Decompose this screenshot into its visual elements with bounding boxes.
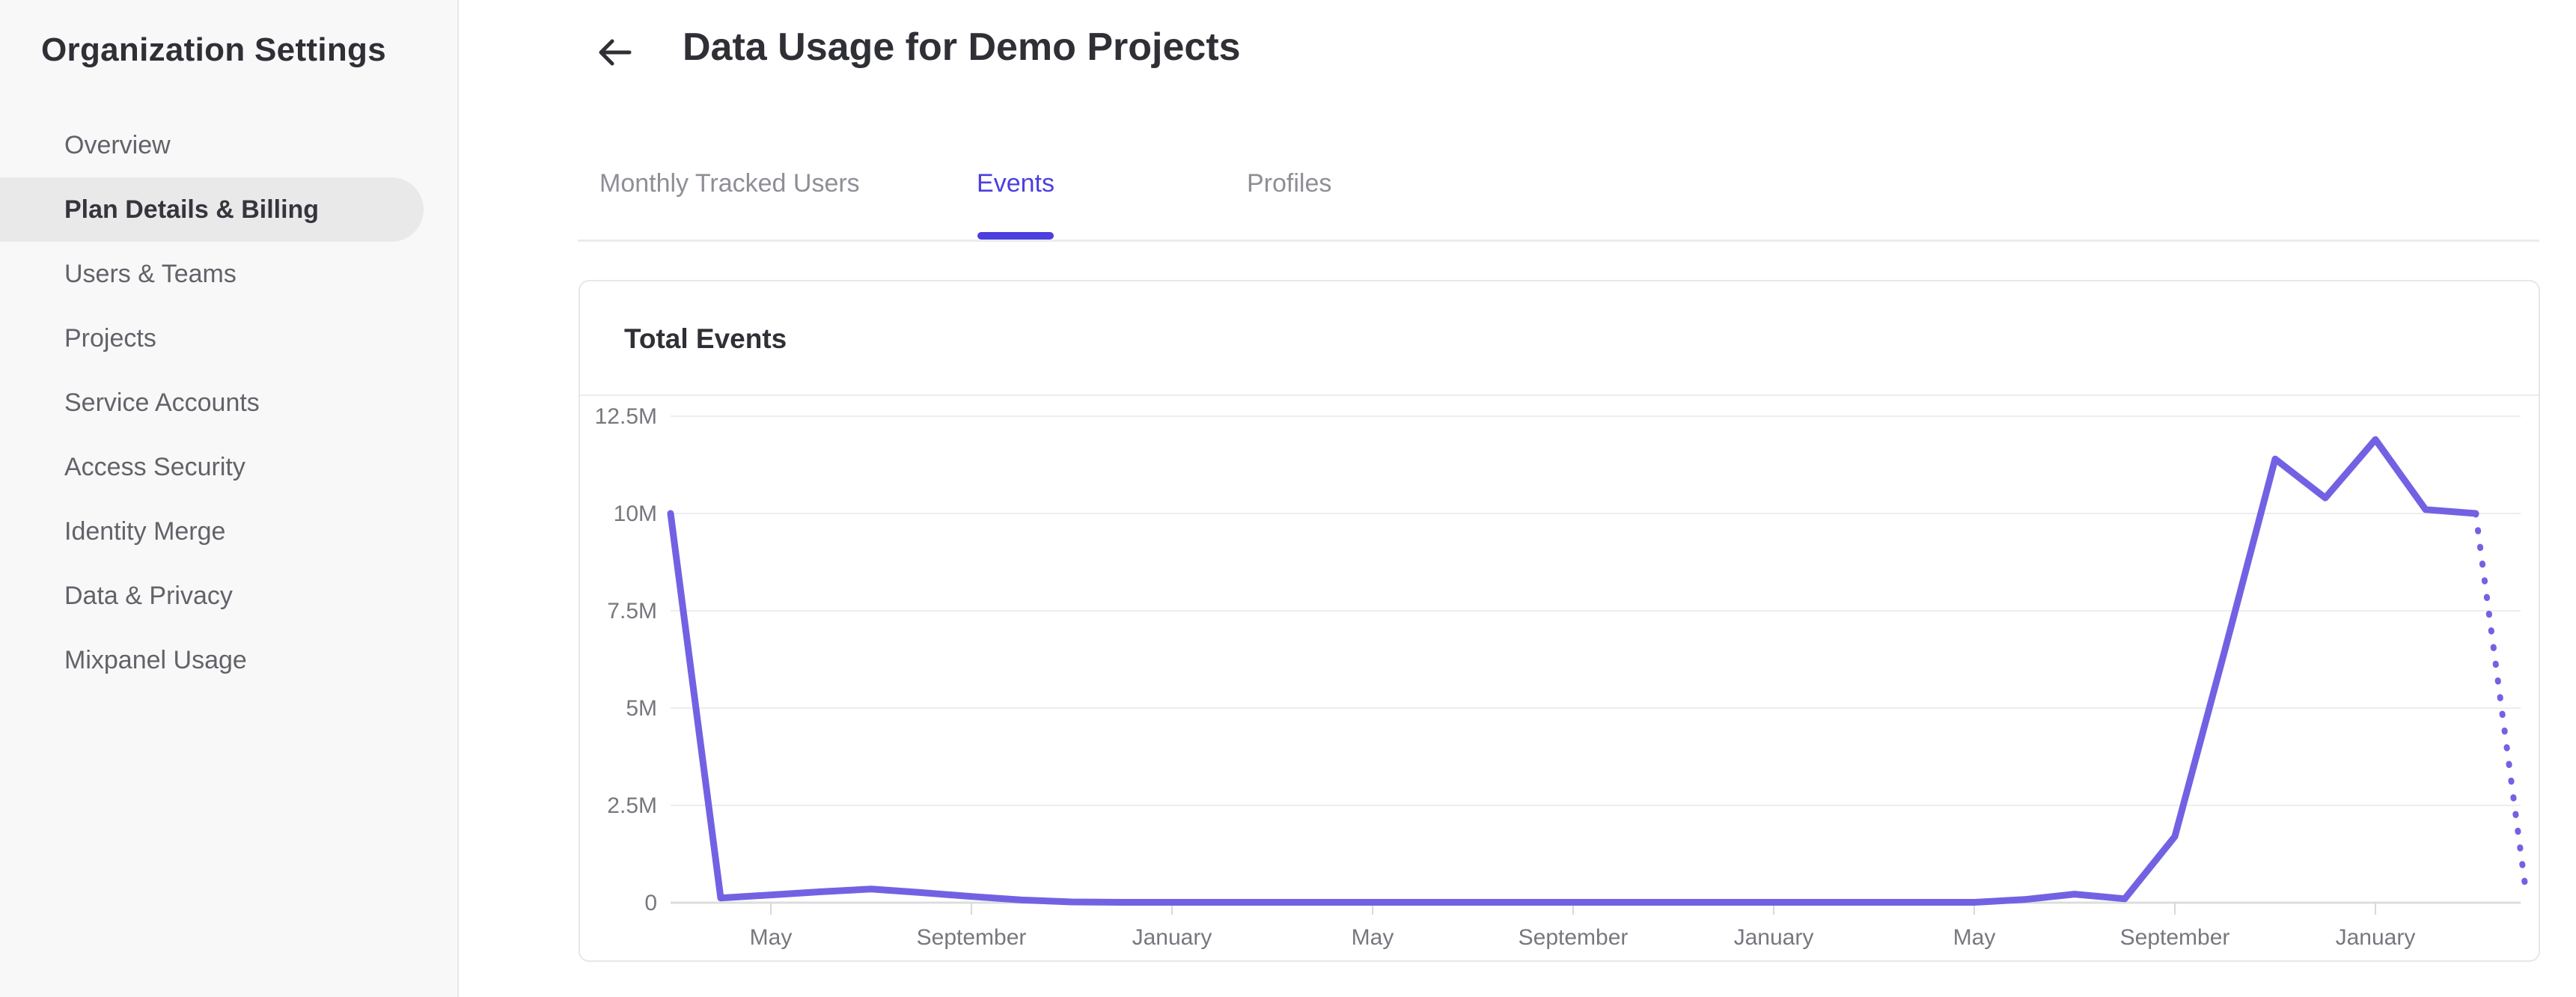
x-axis-label: January — [1734, 925, 1814, 950]
x-axis-label: May — [750, 925, 793, 950]
sidebar-item-label: Mixpanel Usage — [64, 645, 247, 674]
x-axis-label: September — [1519, 925, 1629, 950]
tab-label: Monthly Tracked Users — [599, 169, 860, 198]
x-axis-label: January — [2336, 925, 2416, 950]
x-axis-label: January — [1132, 925, 1212, 950]
x-axis-label: September — [2120, 925, 2230, 950]
sidebar-item-data-privacy[interactable]: Data & Privacy — [0, 564, 457, 628]
sidebar-item-label: Data & Privacy — [64, 581, 233, 610]
sidebar-item-projects[interactable]: Projects — [0, 306, 457, 371]
sidebar-item-label: Users & Teams — [64, 259, 236, 288]
sidebar-item-identity-merge[interactable]: Identity Merge — [0, 499, 457, 564]
x-axis-label: September — [917, 925, 1027, 950]
sidebar-item-access-security[interactable]: Access Security — [0, 435, 457, 499]
sidebar-item-users-teams[interactable]: Users & Teams — [0, 242, 457, 306]
sidebar-title: Organization Settings — [41, 31, 386, 68]
sidebar-item-service-accounts[interactable]: Service Accounts — [0, 371, 457, 435]
arrow-left-icon — [599, 39, 632, 66]
tab-label: Profiles — [1247, 169, 1332, 198]
sidebar-item-label: Identity Merge — [64, 516, 226, 546]
x-axis-label: May — [1352, 925, 1394, 950]
back-button[interactable] — [593, 31, 635, 73]
y-axis-label: 7.5M — [607, 599, 657, 623]
tab-monthly-tracked-users[interactable]: Monthly Tracked Users — [599, 169, 860, 198]
sidebar-item-label: Service Accounts — [64, 388, 260, 417]
y-axis-label: 5M — [626, 696, 657, 721]
page-title: Data Usage for Demo Projects — [683, 25, 1241, 69]
sidebar-item-mixpanel-usage[interactable]: Mixpanel Usage — [0, 628, 457, 692]
sidebar-item-label: Projects — [64, 323, 156, 353]
y-axis-label: 10M — [614, 501, 657, 526]
sidebar-item-label: Overview — [64, 130, 171, 159]
events-line — [667, 436, 2479, 906]
y-axis-label: 12.5M — [595, 404, 657, 429]
card-title: Total Events — [624, 323, 787, 354]
total-events-card: Total Events — [579, 280, 2540, 962]
card-header-divider — [580, 394, 2539, 396]
active-tab-underline — [977, 232, 1054, 240]
y-axis-label: 0 — [644, 891, 657, 915]
sidebar-item-label: Access Security — [64, 452, 245, 481]
sidebar-nav: Overview Plan Details & Billing Users & … — [0, 113, 457, 692]
tab-bar: Monthly Tracked Users Events Profiles — [578, 150, 2539, 242]
tab-events[interactable]: Events — [977, 169, 1054, 198]
tab-profiles[interactable]: Profiles — [1247, 169, 1331, 198]
sidebar-item-plan-details-billing[interactable]: Plan Details & Billing — [0, 177, 424, 242]
y-axis-label: 2.5M — [607, 793, 657, 818]
tab-label: Events — [977, 169, 1054, 198]
events-line-projected — [2473, 510, 2529, 894]
x-axis-label: May — [1953, 925, 1996, 950]
sidebar: Organization Settings Overview Plan Deta… — [0, 0, 459, 997]
sidebar-item-label: Plan Details & Billing — [64, 195, 320, 224]
sidebar-item-overview[interactable]: Overview — [0, 113, 457, 177]
